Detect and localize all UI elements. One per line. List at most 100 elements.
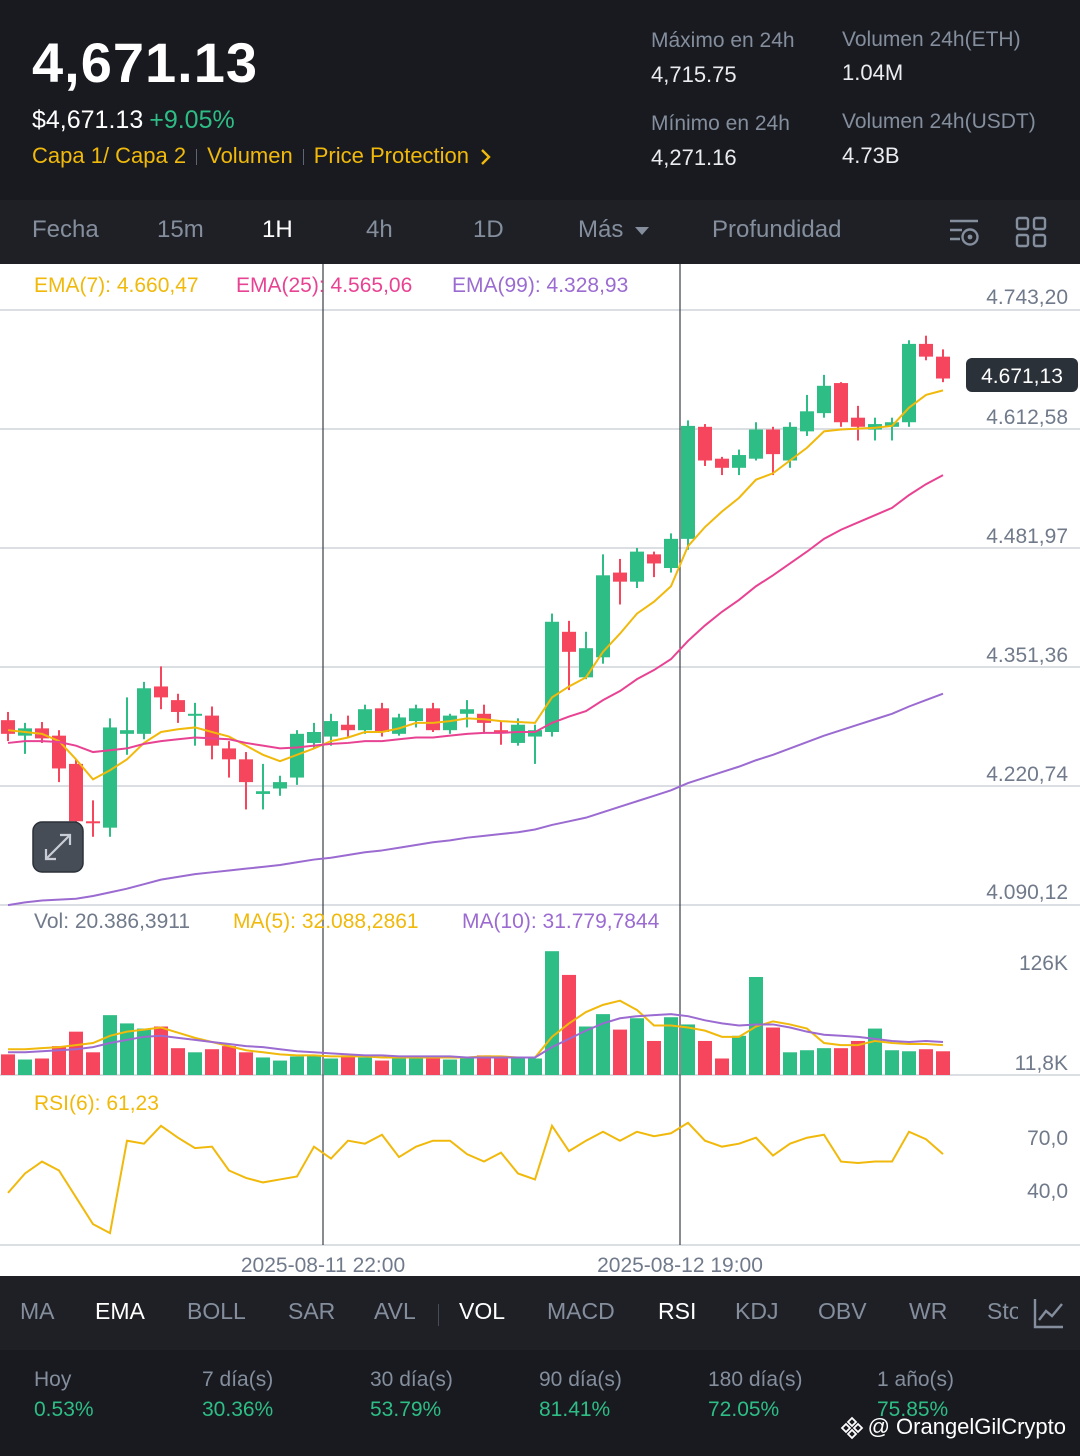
indicator-ma[interactable]: MA — [20, 1298, 55, 1324]
tab-1h[interactable]: 1H — [262, 216, 293, 243]
volume-bar — [409, 1057, 423, 1075]
perf-value: 0.53% — [34, 1398, 94, 1421]
volume-bar — [18, 1059, 32, 1075]
volume-bar — [358, 1057, 372, 1075]
candle-body — [1, 720, 15, 734]
tag-volume[interactable]: Volumen — [207, 143, 293, 168]
candle-body — [647, 554, 661, 564]
volume-bar — [477, 1055, 491, 1075]
indicator-avl[interactable]: AVL — [374, 1298, 416, 1324]
candle-body — [766, 429, 780, 455]
volume-bar — [120, 1023, 134, 1075]
performance-row: Hoy 0.53% 7 día(s) 30.36% 30 día(s) 53.7… — [0, 1350, 1080, 1456]
expand-icon[interactable] — [44, 833, 72, 861]
indicator-sar[interactable]: SAR — [288, 1298, 336, 1324]
indicator-divider — [438, 1304, 439, 1326]
indicator-kdj[interactable]: KDJ — [735, 1298, 779, 1324]
indicator-rsi[interactable]: RSI — [658, 1298, 697, 1324]
candle-body — [783, 426, 797, 461]
indicator-sto[interactable]: Sto — [987, 1298, 1022, 1324]
candle-body — [919, 343, 933, 357]
last-price: 4,671.13 — [32, 31, 258, 94]
grid-layout-icon[interactable] — [1015, 216, 1047, 248]
price-axis-label: 4.481,97 — [986, 525, 1068, 548]
tab-profundidad[interactable]: Profundidad — [712, 216, 842, 243]
volume-bar — [936, 1051, 950, 1075]
candle-body — [494, 730, 508, 733]
candle-body — [664, 538, 678, 569]
candle-body — [171, 700, 185, 712]
price-axis-label: 4.612,58 — [986, 406, 1068, 429]
volume-bar — [596, 1014, 610, 1075]
price-axis-label: 4.090,12 — [986, 881, 1068, 904]
volume-bar — [834, 1048, 848, 1075]
volume-bar — [613, 1029, 627, 1075]
current-price-tag — [966, 358, 1078, 392]
tab-15m[interactable]: 15m — [157, 216, 204, 243]
volume-bar — [919, 1049, 933, 1075]
indicator-chart-icon[interactable] — [1032, 1296, 1066, 1330]
volume-bar — [290, 1056, 304, 1075]
candle-body — [579, 648, 593, 678]
volume-legend: Vol: 20.386,3911 — [34, 910, 190, 933]
candle-body — [324, 721, 338, 737]
tab-fecha[interactable]: Fecha — [32, 216, 99, 243]
candle-body — [69, 763, 83, 822]
indicator-ema[interactable]: EMA — [95, 1298, 145, 1324]
volume-bar — [647, 1040, 661, 1075]
candle-body — [103, 727, 117, 828]
tag-row: Capa 1/ Capa 2 Volumen Price Protection — [32, 143, 493, 169]
watermark-text: @ OrangelGilCrypto — [867, 1414, 1066, 1439]
price-change-percent: +9.05% — [149, 106, 235, 134]
candle-body — [426, 708, 440, 731]
volume-bar — [324, 1058, 338, 1075]
candle-body — [409, 708, 423, 722]
indicator-wr[interactable]: WR — [909, 1298, 948, 1324]
volume-bar — [239, 1052, 253, 1075]
tag-price-protection[interactable]: Price Protection — [313, 143, 470, 168]
candlestick-chart[interactable]: EMA(7): 4.660,47 EMA(25): 4.565,06 EMA(9… — [0, 264, 1080, 1276]
volume-bar — [137, 1028, 151, 1075]
indicator-vol[interactable]: VOL — [459, 1298, 506, 1324]
fiat-price: $4,671.13 — [32, 106, 144, 134]
indicator-settings[interactable] — [1018, 1290, 1080, 1336]
perf-value: 72.05% — [708, 1398, 780, 1421]
high-24h-label: Máximo en 24h — [651, 29, 795, 52]
chevron-right-icon[interactable] — [479, 147, 493, 167]
volume-bar — [392, 1058, 406, 1075]
tab-1d[interactable]: 1D — [473, 216, 504, 243]
indicator-boll[interactable]: BOLL — [187, 1298, 246, 1324]
candle-body — [154, 686, 168, 698]
ema-layer — [7, 389, 944, 907]
volume-bar — [851, 1040, 865, 1075]
chart-area[interactable]: EMA(7): 4.660,47 EMA(25): 4.565,06 EMA(9… — [0, 264, 1080, 1276]
volume-eth-value: 1.04M — [842, 60, 904, 85]
volume-bar — [35, 1058, 49, 1075]
ticker-header: 4,671.13 $4,671.13 +9.05% Capa 1/ Capa 2 V… — [0, 0, 1080, 200]
caret-down-icon — [635, 226, 650, 235]
volume-bar — [732, 1035, 746, 1075]
volume-bar — [273, 1060, 287, 1075]
candle-body — [86, 821, 100, 824]
tab-4h[interactable]: 4h — [366, 216, 393, 243]
volume-bar — [783, 1052, 797, 1075]
rsi-layer — [7, 1121, 944, 1235]
candle-body — [460, 709, 474, 714]
candle-body — [749, 429, 763, 459]
perf-label: 7 día(s) — [202, 1368, 274, 1391]
volume-bar — [256, 1057, 270, 1075]
candle-body — [341, 724, 355, 731]
candle-body — [239, 759, 253, 783]
tab-mas-label: Más — [578, 216, 624, 243]
indicator-macd[interactable]: MACD — [547, 1298, 615, 1324]
current-price-tag-text: 4.671,13 — [981, 365, 1063, 388]
tag-layer[interactable]: Capa 1/ Capa 2 — [32, 143, 187, 168]
candle-body — [800, 411, 814, 432]
volume-bar — [800, 1050, 814, 1075]
perf-label: 90 día(s) — [539, 1368, 622, 1391]
indicator-obv[interactable]: OBV — [818, 1298, 867, 1324]
tab-mas[interactable]: Más — [578, 216, 650, 244]
volume-bar — [528, 1058, 542, 1075]
chart-settings-icon[interactable] — [948, 216, 982, 248]
candle-body — [902, 343, 916, 423]
